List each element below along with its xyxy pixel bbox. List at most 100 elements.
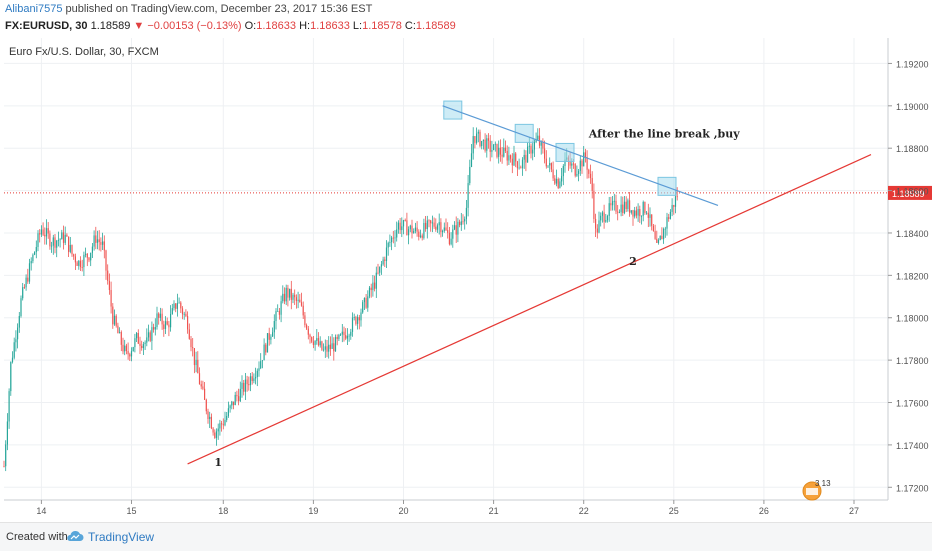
candle-body bbox=[146, 337, 148, 343]
candle-body bbox=[159, 313, 161, 318]
candle-body bbox=[646, 212, 648, 214]
candle-body bbox=[103, 241, 105, 251]
candle-body bbox=[474, 136, 476, 143]
candle-body bbox=[283, 293, 286, 302]
candle-body bbox=[316, 338, 318, 341]
candle-body bbox=[88, 257, 90, 261]
candle-body bbox=[20, 298, 22, 316]
candle-body bbox=[520, 167, 522, 169]
x-tick-label: 22 bbox=[579, 506, 589, 516]
created-with-text: Created with bbox=[6, 531, 68, 543]
candle-body bbox=[3, 466, 5, 467]
published-text: published on TradingView.com, December 2… bbox=[62, 3, 373, 15]
candle-body bbox=[481, 140, 483, 147]
candle-body bbox=[674, 196, 677, 207]
candle-body bbox=[333, 343, 335, 352]
candle-body bbox=[533, 142, 535, 150]
candle-body bbox=[596, 228, 598, 233]
candle-body bbox=[336, 337, 338, 339]
candle-body bbox=[525, 154, 527, 163]
candle-body bbox=[649, 214, 651, 218]
earnings-badge[interactable]: 3 13 bbox=[802, 479, 831, 501]
candle-body bbox=[635, 210, 637, 216]
candle-body bbox=[414, 227, 416, 232]
support-trendline[interactable] bbox=[187, 154, 872, 465]
candle-body bbox=[572, 163, 575, 165]
candle-body bbox=[86, 253, 88, 258]
candle-body bbox=[173, 303, 175, 309]
candle-body bbox=[141, 345, 143, 349]
candle-body bbox=[190, 338, 192, 348]
author-link[interactable]: Alibani7575 bbox=[5, 3, 63, 15]
candle-body bbox=[11, 357, 14, 363]
candle-body bbox=[350, 331, 352, 336]
candle-body bbox=[8, 391, 10, 422]
trendlines[interactable] bbox=[187, 105, 872, 465]
badge-text: 3 13 bbox=[815, 479, 831, 488]
candle-body bbox=[192, 347, 194, 349]
candle-body bbox=[341, 331, 343, 335]
candle-body bbox=[83, 254, 85, 268]
candle-body bbox=[340, 334, 342, 336]
candle-body bbox=[79, 260, 82, 268]
candle-body bbox=[212, 428, 214, 433]
candle-body bbox=[207, 411, 209, 419]
candle-body bbox=[627, 200, 629, 209]
candle-body bbox=[384, 259, 386, 261]
candle-body bbox=[270, 336, 272, 340]
candle-body bbox=[39, 233, 41, 235]
candle-body bbox=[185, 313, 187, 317]
y-tick-label: 1.19200 bbox=[896, 59, 929, 69]
candle-body bbox=[195, 359, 197, 366]
candle-body bbox=[647, 212, 649, 218]
candle-body bbox=[27, 277, 29, 282]
candle-body bbox=[431, 222, 433, 224]
candle-body bbox=[613, 200, 615, 202]
time-axis[interactable]: 14 15 18 19 20 21 22 25 26 27 bbox=[36, 500, 859, 516]
candle-body bbox=[593, 190, 595, 219]
candle-body bbox=[161, 313, 163, 325]
y-tick-label: 1.19000 bbox=[896, 102, 929, 112]
candle-body bbox=[224, 420, 226, 426]
candle-body bbox=[589, 173, 592, 179]
candle-body bbox=[35, 246, 37, 253]
candle-body bbox=[125, 345, 127, 351]
candle-body bbox=[319, 341, 321, 346]
candle-body bbox=[154, 327, 156, 330]
candle-body bbox=[377, 272, 379, 274]
candle-body bbox=[28, 263, 31, 282]
candle-body bbox=[438, 222, 440, 226]
candle-body bbox=[554, 178, 556, 184]
candle-body bbox=[659, 235, 661, 241]
tradingview-brand[interactable]: TradingView bbox=[88, 530, 155, 544]
candle-body bbox=[504, 147, 507, 151]
candle-body bbox=[542, 142, 544, 149]
candle-body bbox=[68, 236, 70, 252]
candle-body bbox=[425, 222, 427, 230]
candle-body bbox=[238, 396, 240, 402]
x-tick-label: 27 bbox=[849, 506, 859, 516]
candle-body bbox=[246, 379, 248, 385]
candle-body bbox=[385, 247, 388, 261]
candle-body bbox=[34, 252, 36, 255]
candle-body bbox=[263, 344, 265, 361]
candle-body bbox=[302, 305, 304, 316]
candle-body bbox=[81, 267, 83, 268]
resistance-trendline[interactable] bbox=[442, 105, 719, 206]
candle-body bbox=[574, 164, 576, 176]
candle-body bbox=[236, 394, 238, 397]
candle-body bbox=[584, 152, 586, 157]
symbol-label[interactable]: FX:EURUSD, 30 bbox=[5, 20, 88, 32]
candle-body bbox=[470, 153, 473, 167]
candle-body bbox=[510, 155, 512, 159]
candle-body bbox=[379, 266, 381, 273]
price-axis[interactable]: 1.19200 1.19000 1.18800 1.18600 1.18400 1.182… bbox=[888, 59, 929, 493]
current-price-line: 1.18589 bbox=[4, 185, 932, 200]
candle-body bbox=[622, 204, 624, 214]
price-change: −0.00153 (−0.13%) bbox=[147, 20, 242, 32]
candle-body bbox=[188, 329, 190, 339]
candle-body bbox=[127, 350, 129, 355]
candle-body bbox=[256, 370, 258, 378]
candle-body bbox=[464, 218, 466, 222]
